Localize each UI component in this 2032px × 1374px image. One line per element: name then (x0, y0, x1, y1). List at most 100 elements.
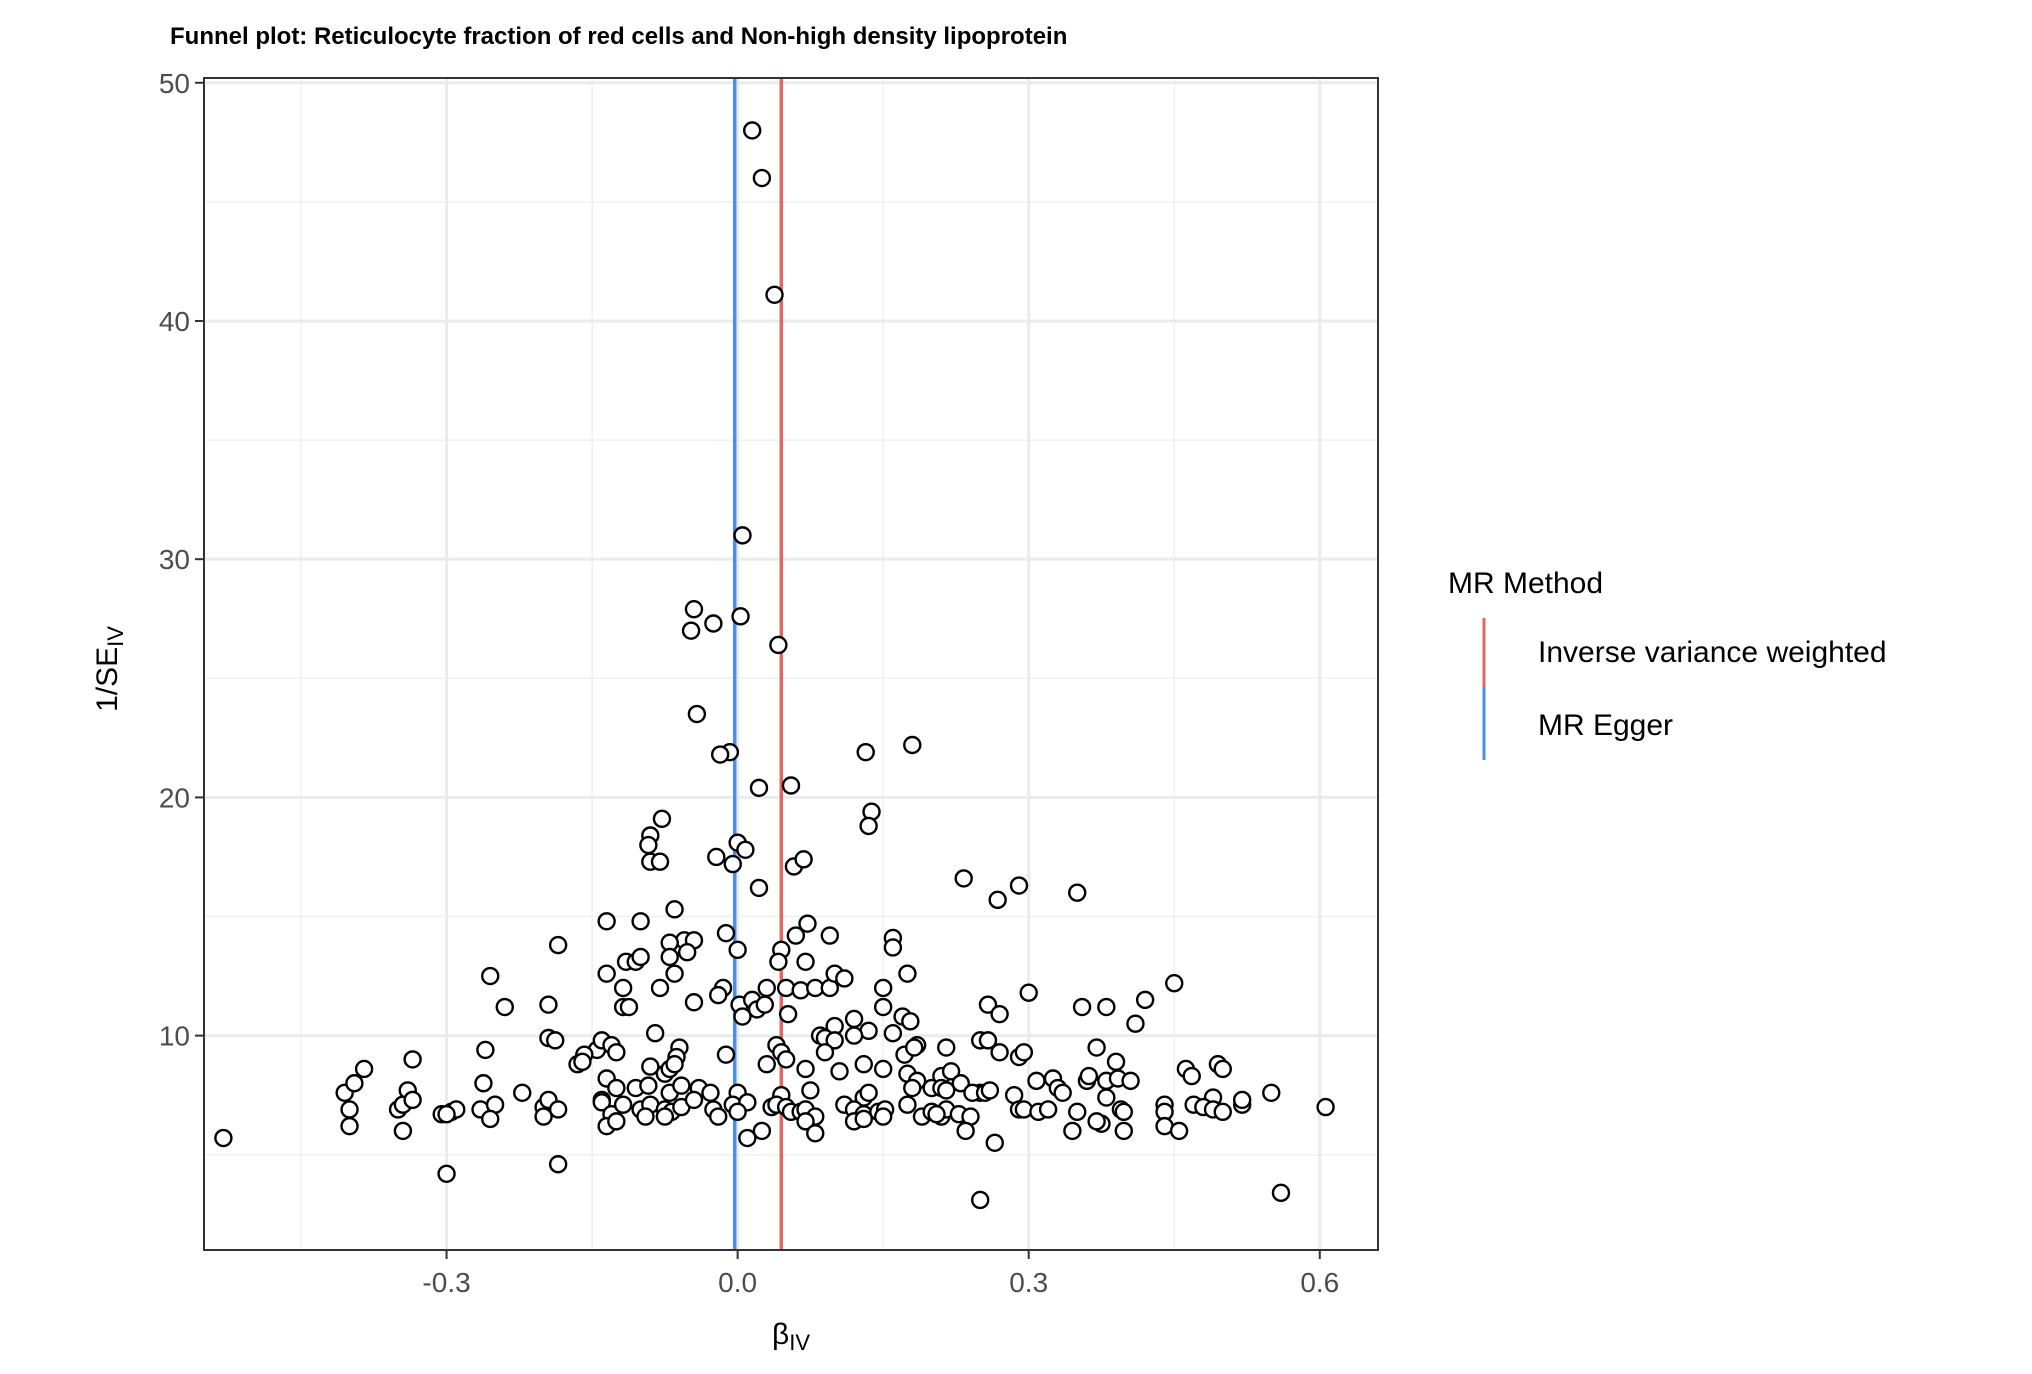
data-point (354, 1059, 374, 1079)
data-point (1014, 1043, 1034, 1062)
data-point (873, 1059, 893, 1079)
data-point (723, 854, 742, 874)
data-point (607, 1112, 626, 1131)
data-point (873, 997, 893, 1017)
data-point (1114, 1102, 1133, 1122)
data-point (639, 835, 658, 855)
minor-gridlines (204, 78, 1378, 1250)
data-point (738, 1128, 757, 1148)
legend-label-mr-egger: MR Egger (1538, 709, 1673, 742)
data-point (954, 869, 973, 888)
data-point (1316, 1097, 1335, 1117)
data-point (778, 1004, 798, 1024)
data-point (1213, 1059, 1232, 1079)
legend-title: MR Method (1448, 567, 1603, 600)
y-axis: 10 20 30 40 50 (159, 68, 204, 1052)
data-point (597, 912, 616, 931)
data-point (619, 997, 639, 1017)
data-point (937, 1081, 956, 1100)
data-point (437, 1105, 456, 1124)
data-point (665, 1054, 684, 1074)
data-point (1114, 1121, 1133, 1141)
data-point (1019, 983, 1038, 1002)
data-point (844, 1026, 864, 1045)
data-point (830, 1062, 849, 1081)
data-point (798, 914, 817, 933)
data-point (794, 850, 813, 869)
data-point (495, 997, 514, 1017)
x-tick-label: 0.6 (1300, 1267, 1339, 1298)
data-point (796, 1112, 815, 1131)
data-point (791, 981, 810, 1000)
data-point (345, 1074, 364, 1093)
data-point (736, 840, 755, 860)
plot-border (203, 77, 1379, 1251)
data-point (1262, 1083, 1281, 1102)
data-point (641, 1057, 660, 1076)
data-point (769, 952, 788, 971)
data-point (707, 847, 726, 867)
data-point (652, 809, 672, 829)
data-point (1169, 1121, 1189, 1141)
data-point (978, 995, 998, 1014)
data-point (597, 964, 616, 983)
data-point (1027, 1071, 1046, 1091)
data-point (980, 1081, 1000, 1100)
data-point (1038, 1100, 1058, 1119)
data-point (546, 1031, 565, 1050)
data-points (214, 121, 1335, 1210)
data-point (684, 993, 704, 1012)
data-point (755, 995, 775, 1014)
data-point (903, 1078, 922, 1098)
data-point (1121, 1071, 1140, 1091)
data-point (1009, 876, 1029, 895)
data-point (687, 704, 707, 724)
data-point (548, 1100, 568, 1119)
data-point (665, 900, 684, 919)
x-axis-title: βIV (772, 1318, 810, 1355)
data-point (978, 1031, 998, 1050)
data-point (709, 985, 728, 1005)
data-point (645, 1024, 665, 1043)
legend-label-ivw: Inverse variance weighted (1538, 636, 1887, 669)
data-point (985, 1133, 1004, 1153)
data-point (639, 1076, 658, 1095)
data-point (607, 1043, 626, 1062)
data-point (1271, 1183, 1291, 1203)
data-point (1068, 883, 1087, 902)
data-point (660, 947, 679, 967)
data-point (776, 978, 796, 998)
data-point (672, 1076, 691, 1095)
data-point (951, 1074, 970, 1093)
data-point (513, 1083, 532, 1102)
x-axis-title-main: β (772, 1318, 789, 1351)
data-point (534, 1107, 553, 1126)
data-point (1106, 1052, 1126, 1072)
data-point (393, 1121, 413, 1141)
x-tick-label: 0.3 (1009, 1267, 1048, 1298)
data-point (854, 1109, 873, 1129)
data-point (835, 969, 854, 988)
data-point (1072, 997, 1092, 1017)
data-point (613, 1095, 633, 1114)
data-point (927, 1105, 946, 1124)
data-point (631, 912, 650, 931)
data-point (796, 1059, 815, 1079)
data-point (636, 1107, 655, 1126)
data-point (742, 121, 762, 140)
data-point (873, 978, 893, 998)
y-tick-label: 40 (159, 306, 190, 337)
data-point (757, 978, 776, 998)
data-point (1135, 990, 1155, 1010)
data-point (728, 940, 747, 960)
data-point (592, 1093, 612, 1112)
data-point (1087, 1112, 1106, 1131)
data-point (796, 952, 815, 971)
data-point (716, 923, 736, 943)
data-point (474, 1074, 493, 1093)
data-point (650, 978, 670, 998)
data-point (937, 1038, 956, 1057)
y-tick-label: 30 (159, 544, 190, 575)
data-point (733, 526, 752, 545)
